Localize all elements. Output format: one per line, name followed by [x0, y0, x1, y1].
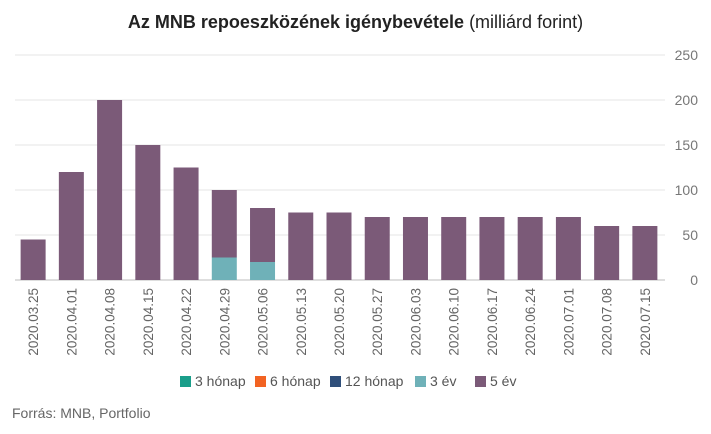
x-tick-label: 2020.05.06: [256, 288, 271, 356]
legend-swatch-12 hónap: [330, 376, 341, 387]
x-tick-label: 2020.04.15: [141, 288, 156, 356]
bar-2020.05.20-5 év: [326, 212, 352, 280]
bar-2020.05.06-5 év: [250, 208, 276, 262]
bar-2020.06.24-5 év: [517, 217, 543, 280]
x-tick-label: 2020.07.08: [600, 288, 615, 356]
legend-swatch-3 év: [415, 376, 426, 387]
y-tick-label: 0: [690, 272, 698, 288]
y-tick-label: 150: [675, 137, 699, 153]
x-tick-label: 2020.05.27: [370, 288, 385, 356]
x-tick-label: 2020.05.13: [294, 288, 309, 356]
y-tick-label: 250: [675, 47, 699, 63]
x-tick-label: 2020.03.25: [26, 288, 41, 356]
legend-label: 5 év: [490, 373, 516, 389]
legend-swatch-6 hónap: [255, 376, 266, 387]
legend-label: 6 hónap: [270, 373, 321, 389]
x-tick-label: 2020.04.22: [179, 288, 194, 356]
chart-title-bold: Az MNB repoeszközének igénybevétele: [127, 12, 465, 32]
x-tick-label: 2020.06.24: [523, 288, 538, 356]
x-tick-label: 2020.06.03: [408, 288, 423, 356]
bar-2020.04.22-5 év: [173, 167, 199, 280]
legend-swatch-5 év: [475, 376, 486, 387]
bar-2020.04.29-3 év: [211, 257, 237, 280]
bar-2020.04.29-5 év: [211, 190, 237, 258]
bar-2020.06.10-5 év: [441, 217, 467, 280]
x-tick-label: 2020.06.17: [485, 288, 500, 356]
bar-2020.04.15-5 év: [135, 145, 161, 280]
bar-2020.07.15-5 év: [632, 226, 658, 280]
x-tick-label: 2020.07.15: [638, 288, 653, 356]
bar-2020.03.25-5 év: [20, 239, 46, 280]
legend-label: 3 hónap: [195, 373, 246, 389]
bar-2020.06.03-5 év: [402, 217, 428, 280]
y-tick-label: 50: [682, 227, 698, 243]
legend-swatch-3 hónap: [180, 376, 191, 387]
x-tick-label: 2020.04.08: [103, 288, 118, 356]
x-tick-label: 2020.07.01: [561, 288, 576, 356]
bar-2020.05.06-3 év: [250, 262, 276, 280]
bar-2020.04.01-5 év: [58, 172, 84, 280]
legend-label: 3 év: [430, 373, 456, 389]
bar-2020.06.17-5 év: [479, 217, 505, 280]
legend-label: 12 hónap: [345, 373, 404, 389]
bar-2020.04.08-5 év: [97, 100, 123, 280]
x-tick-label: 2020.04.29: [217, 288, 232, 356]
x-tick-label: 2020.06.10: [447, 288, 462, 356]
bar-2020.05.13-5 év: [288, 212, 314, 280]
x-tick-label: 2020.05.20: [332, 288, 347, 356]
x-tick-label: 2020.04.01: [64, 288, 79, 356]
y-tick-label: 200: [675, 92, 699, 108]
source-note: Forrás: MNB, Portfolio: [12, 405, 151, 421]
bar-2020.07.01-5 év: [555, 217, 581, 280]
bar-2020.05.27-5 év: [364, 217, 390, 280]
chart-title: Az MNB repoeszközének igénybevétele (mil…: [0, 12, 711, 33]
chart-title-unit: (milliárd forint): [469, 12, 584, 32]
y-tick-label: 100: [675, 182, 699, 198]
bar-2020.07.08-5 év: [594, 226, 620, 280]
